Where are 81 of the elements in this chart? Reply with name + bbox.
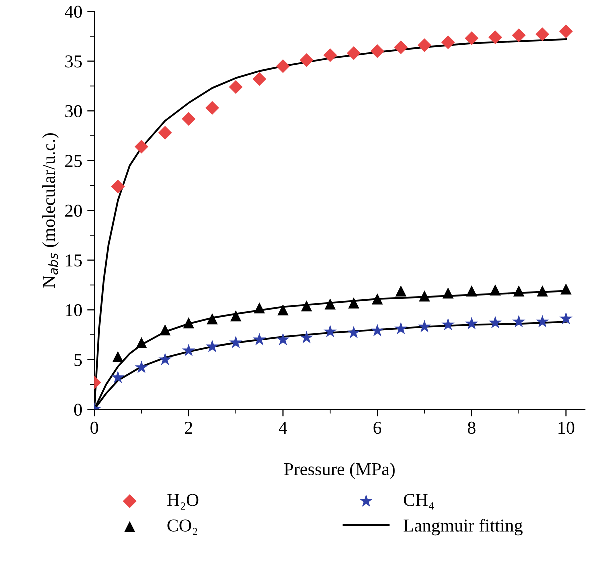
point <box>370 44 384 58</box>
point <box>560 312 573 325</box>
y-tick-label: 35 <box>66 56 82 68</box>
point <box>300 331 314 344</box>
y-axis-title: N$_{abs}$ (molecular/u.c.) <box>42 134 59 288</box>
point <box>537 286 548 297</box>
point <box>230 310 242 322</box>
point <box>206 101 220 116</box>
point <box>112 351 124 362</box>
point <box>394 322 408 335</box>
y-tick-label: 5 <box>74 354 82 366</box>
point <box>560 284 572 295</box>
point <box>442 318 455 331</box>
point <box>206 340 220 353</box>
point <box>419 290 430 302</box>
point <box>135 360 148 374</box>
point <box>300 54 314 68</box>
point <box>512 315 526 328</box>
point <box>182 112 196 126</box>
point <box>136 337 148 348</box>
point <box>418 320 432 333</box>
point <box>418 38 432 52</box>
point <box>160 324 171 336</box>
point <box>158 126 172 140</box>
point <box>394 40 408 54</box>
point <box>112 370 125 384</box>
point <box>490 284 502 296</box>
y-tick-label: 0 <box>74 404 82 416</box>
point <box>134 140 149 154</box>
point <box>370 324 384 337</box>
point <box>158 352 172 366</box>
point <box>254 302 266 314</box>
y-tick-label: 30 <box>66 105 82 118</box>
point <box>183 317 194 329</box>
point <box>514 286 525 297</box>
point <box>396 286 407 297</box>
point <box>301 300 312 312</box>
legend-label: CO₂ <box>168 520 198 536</box>
y-tick-label: 25 <box>65 155 82 168</box>
point <box>347 46 361 60</box>
point <box>465 317 478 330</box>
y-tick-label: 40 <box>65 6 82 18</box>
point <box>348 298 360 309</box>
y-tick-label: 10 <box>66 304 82 317</box>
y-tick-label: 15 <box>66 254 82 267</box>
point <box>536 28 550 42</box>
point <box>229 336 243 349</box>
point <box>466 286 478 297</box>
point <box>253 333 266 346</box>
legend-label: H₂O <box>167 494 199 510</box>
point <box>206 314 218 325</box>
point <box>441 36 456 50</box>
point <box>111 180 126 194</box>
point <box>347 326 361 339</box>
point <box>488 316 502 329</box>
point <box>324 298 336 310</box>
point <box>278 304 289 316</box>
y-tick-label: 20 <box>65 204 82 218</box>
point <box>465 32 479 46</box>
x-axis-title: Pressure (MPa) <box>284 462 395 480</box>
point <box>324 48 338 62</box>
point <box>559 24 574 38</box>
point <box>276 59 290 74</box>
point <box>442 288 454 299</box>
x-tick-label: 8 <box>468 422 476 434</box>
x-tick-label: 10 <box>558 422 575 434</box>
x-tick-label: 6 <box>374 422 382 434</box>
point <box>229 80 243 94</box>
legend-label: Langmuir fitting <box>404 519 523 536</box>
x-tick-label: 4 <box>279 422 288 434</box>
point <box>536 315 550 328</box>
point <box>182 344 196 357</box>
point <box>488 30 502 44</box>
point <box>512 28 526 42</box>
point <box>252 72 267 86</box>
point <box>372 294 384 305</box>
point <box>324 325 337 338</box>
legend-label: CH₄ <box>404 494 434 510</box>
x-tick-label: 2 <box>185 422 192 434</box>
point <box>276 333 290 346</box>
x-tick-label: 0 <box>90 422 98 434</box>
